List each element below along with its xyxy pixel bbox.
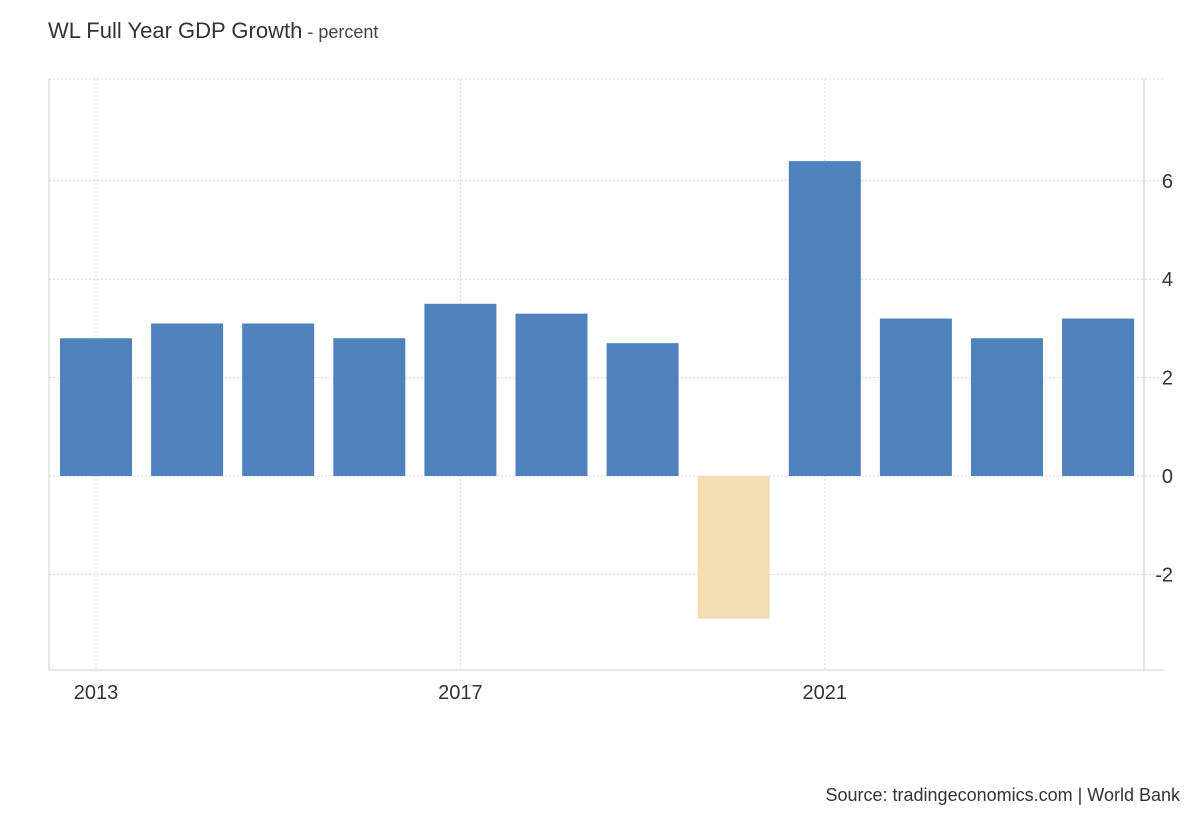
y-tick-label: -2 (1155, 564, 1173, 586)
bar-2019 (606, 343, 679, 476)
bar-2024 (1062, 318, 1135, 476)
bar-2022 (879, 318, 952, 476)
y-tick-label: 0 (1162, 466, 1173, 488)
bar-2015 (242, 323, 315, 476)
source-note: Source: tradingeconomics.com | World Ban… (825, 785, 1181, 805)
bar-2014 (151, 323, 224, 476)
y-tick-label: 2 (1162, 368, 1173, 390)
chart-title: WL Full Year GDP Growth - percent (48, 18, 378, 44)
bar-2020 (697, 476, 770, 619)
chart-title-main: WL Full Year GDP Growth (48, 18, 303, 43)
bar-2017 (424, 303, 497, 476)
bar-2018 (515, 313, 588, 476)
x-tick-label: 2021 (803, 682, 848, 704)
x-tick-label: 2017 (438, 682, 483, 704)
y-tick-label: 6 (1162, 171, 1173, 193)
bar-2013 (60, 338, 132, 476)
bar-2021 (788, 161, 861, 476)
bar-2023 (971, 338, 1043, 476)
y-tick-label: 4 (1162, 269, 1173, 291)
x-tick-label: 2013 (74, 682, 119, 704)
bar-chart: -2 0 2 4 6 2013 2017 2021 (48, 78, 1173, 704)
chart-title-unit: percent (318, 22, 379, 42)
chart-title-separator: - (302, 22, 319, 42)
bar-2016 (333, 338, 406, 476)
